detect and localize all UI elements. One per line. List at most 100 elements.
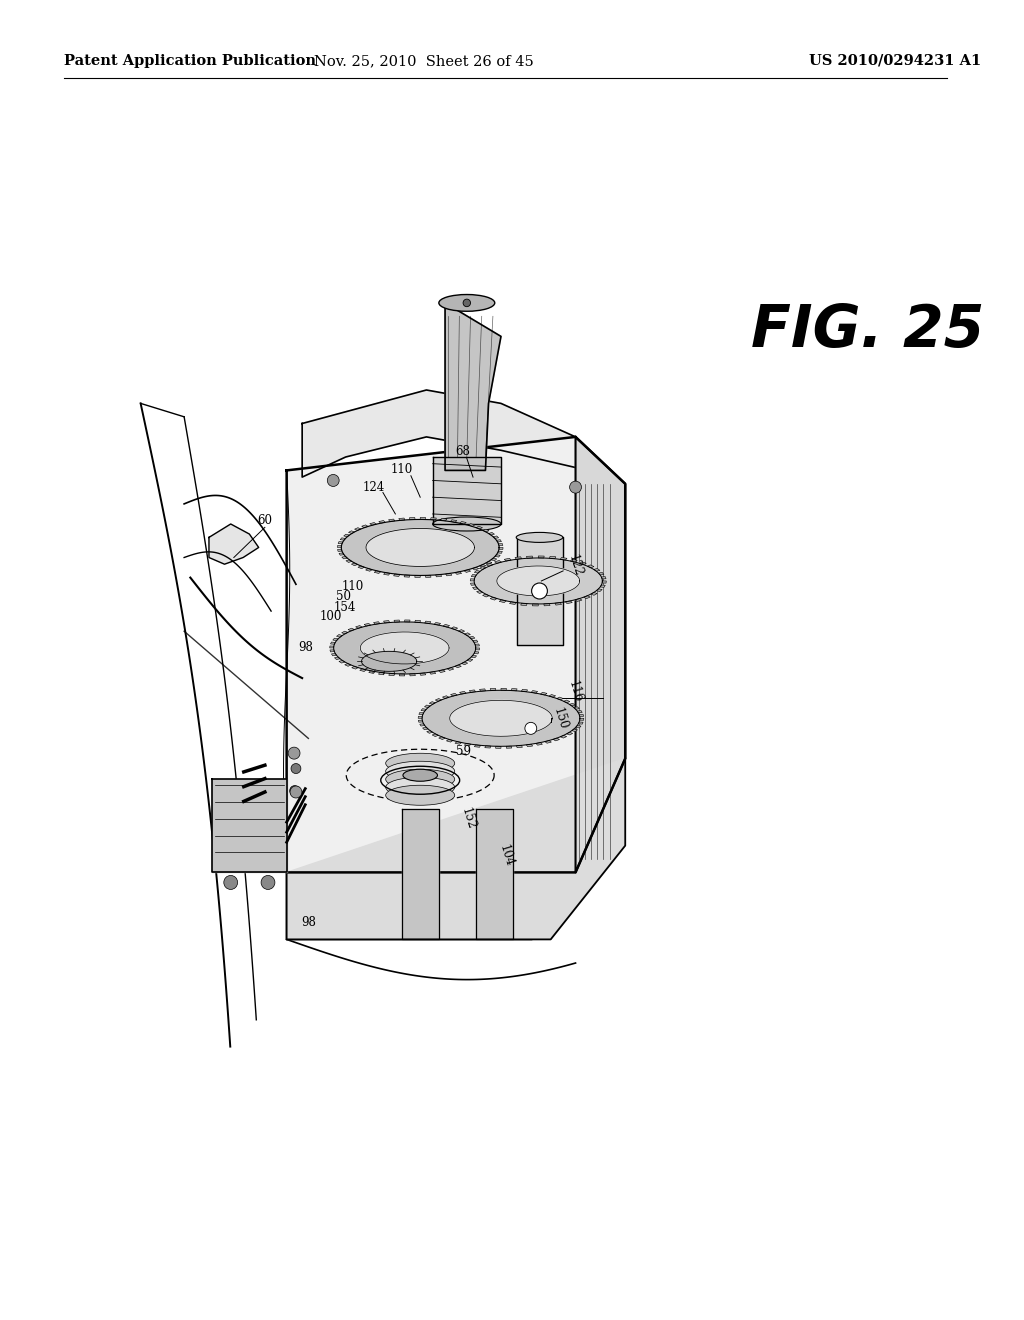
Ellipse shape: [386, 762, 455, 781]
Polygon shape: [445, 302, 501, 470]
Polygon shape: [443, 624, 450, 627]
Polygon shape: [432, 734, 438, 737]
Polygon shape: [421, 709, 426, 711]
Polygon shape: [486, 564, 493, 566]
Circle shape: [261, 875, 274, 890]
Polygon shape: [472, 587, 478, 590]
Polygon shape: [575, 726, 581, 727]
Polygon shape: [506, 746, 512, 748]
Polygon shape: [455, 572, 462, 574]
Polygon shape: [337, 635, 342, 638]
Polygon shape: [497, 566, 580, 595]
Polygon shape: [398, 517, 404, 520]
Polygon shape: [499, 548, 503, 549]
Polygon shape: [399, 675, 404, 676]
Polygon shape: [520, 603, 527, 606]
Polygon shape: [430, 517, 436, 520]
Polygon shape: [442, 696, 449, 698]
Polygon shape: [575, 598, 582, 602]
Polygon shape: [596, 589, 602, 591]
Polygon shape: [472, 568, 479, 570]
Polygon shape: [365, 623, 371, 626]
Polygon shape: [366, 528, 474, 566]
Polygon shape: [580, 562, 587, 565]
Polygon shape: [580, 718, 584, 721]
Polygon shape: [348, 628, 354, 631]
Polygon shape: [495, 554, 501, 557]
Polygon shape: [340, 537, 345, 540]
Polygon shape: [460, 521, 466, 524]
Polygon shape: [339, 553, 344, 556]
Polygon shape: [588, 565, 594, 568]
Polygon shape: [494, 536, 499, 539]
Polygon shape: [429, 672, 436, 675]
Text: 68: 68: [455, 445, 470, 458]
Polygon shape: [404, 576, 410, 577]
Polygon shape: [499, 544, 503, 545]
Polygon shape: [423, 727, 428, 730]
Polygon shape: [344, 535, 349, 537]
Polygon shape: [579, 722, 583, 725]
Polygon shape: [351, 564, 357, 566]
Polygon shape: [471, 655, 476, 657]
Text: 60: 60: [257, 515, 272, 527]
Polygon shape: [287, 759, 626, 940]
Polygon shape: [462, 663, 468, 665]
Polygon shape: [571, 729, 578, 731]
Polygon shape: [212, 779, 287, 873]
Polygon shape: [470, 578, 474, 581]
Polygon shape: [410, 673, 416, 676]
Ellipse shape: [386, 754, 455, 774]
Polygon shape: [331, 642, 335, 644]
Polygon shape: [338, 541, 343, 544]
Polygon shape: [374, 570, 381, 573]
Polygon shape: [415, 620, 421, 623]
Polygon shape: [563, 700, 570, 702]
Polygon shape: [432, 457, 501, 524]
Polygon shape: [476, 809, 513, 940]
Ellipse shape: [386, 777, 455, 797]
Text: 150: 150: [551, 706, 569, 731]
Polygon shape: [335, 657, 340, 660]
Polygon shape: [516, 537, 563, 644]
Text: 124: 124: [362, 480, 385, 494]
Polygon shape: [351, 667, 358, 669]
Polygon shape: [360, 632, 450, 664]
Polygon shape: [393, 574, 399, 577]
Text: Patent Application Publication: Patent Application Publication: [65, 54, 316, 69]
Text: 98: 98: [298, 642, 312, 655]
Polygon shape: [354, 528, 360, 531]
Polygon shape: [553, 738, 559, 741]
Polygon shape: [479, 566, 485, 569]
Polygon shape: [550, 556, 556, 558]
Polygon shape: [510, 602, 516, 605]
Polygon shape: [467, 659, 473, 661]
Polygon shape: [469, 690, 475, 693]
Polygon shape: [531, 690, 538, 693]
Polygon shape: [455, 665, 462, 668]
Text: 98: 98: [301, 916, 315, 929]
Text: 152: 152: [459, 807, 478, 832]
Polygon shape: [346, 560, 352, 562]
Polygon shape: [575, 437, 626, 873]
Ellipse shape: [439, 294, 495, 312]
Polygon shape: [418, 717, 422, 718]
Polygon shape: [384, 620, 389, 623]
Polygon shape: [469, 636, 475, 639]
Polygon shape: [470, 583, 475, 585]
Polygon shape: [451, 520, 457, 523]
Polygon shape: [464, 570, 471, 573]
Polygon shape: [468, 524, 475, 527]
Polygon shape: [445, 573, 452, 576]
Polygon shape: [422, 690, 580, 746]
Circle shape: [288, 747, 300, 759]
Circle shape: [569, 482, 582, 494]
Polygon shape: [560, 557, 567, 560]
Polygon shape: [475, 644, 479, 645]
Text: 50: 50: [336, 590, 350, 603]
Polygon shape: [521, 689, 527, 692]
Circle shape: [463, 300, 471, 306]
Polygon shape: [420, 517, 426, 520]
Polygon shape: [474, 652, 479, 653]
Polygon shape: [379, 672, 385, 675]
